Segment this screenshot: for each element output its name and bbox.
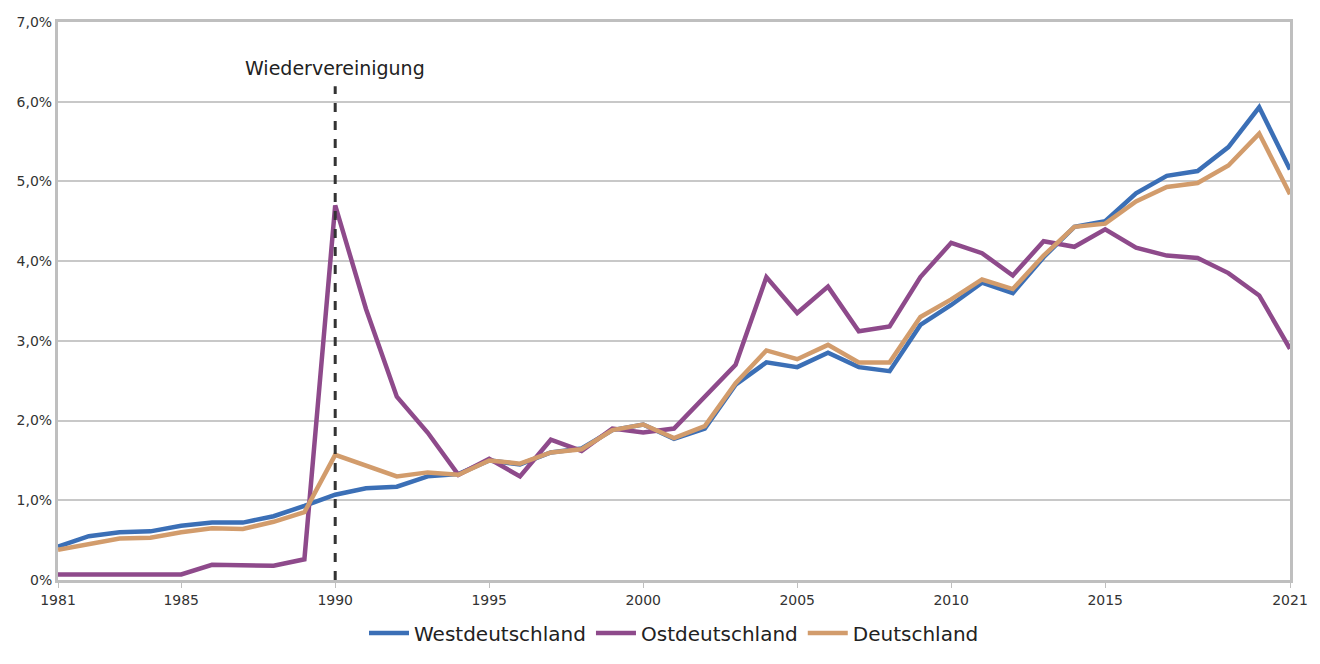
svg-text:2010: 2010 xyxy=(933,592,969,608)
svg-text:Deutschland: Deutschland xyxy=(853,622,979,646)
svg-text:2000: 2000 xyxy=(625,592,661,608)
svg-text:1985: 1985 xyxy=(163,592,199,608)
svg-text:0%: 0% xyxy=(30,572,52,588)
svg-text:2,0%: 2,0% xyxy=(17,412,53,428)
svg-text:2005: 2005 xyxy=(779,592,815,608)
svg-text:3,0%: 3,0% xyxy=(17,333,53,349)
svg-text:6,0%: 6,0% xyxy=(17,94,53,110)
svg-text:Wiedervereinigung: Wiedervereinigung xyxy=(245,57,425,79)
svg-text:7,0%: 7,0% xyxy=(17,14,53,30)
svg-text:1981: 1981 xyxy=(40,592,76,608)
svg-text:2015: 2015 xyxy=(1087,592,1123,608)
svg-text:4,0%: 4,0% xyxy=(17,253,53,269)
svg-text:Ostdeutschland: Ostdeutschland xyxy=(641,622,798,646)
svg-text:Westdeutschland: Westdeutschland xyxy=(414,622,586,646)
svg-text:2021: 2021 xyxy=(1272,592,1308,608)
svg-text:1995: 1995 xyxy=(471,592,507,608)
svg-text:1990: 1990 xyxy=(317,592,353,608)
svg-text:1,0%: 1,0% xyxy=(17,492,53,508)
svg-text:5,0%: 5,0% xyxy=(17,173,53,189)
